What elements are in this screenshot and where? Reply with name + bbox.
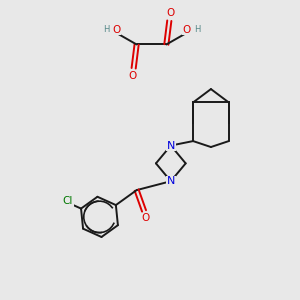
Text: O: O xyxy=(112,25,121,34)
Text: N: N xyxy=(167,176,175,186)
Text: O: O xyxy=(141,213,150,224)
Text: H: H xyxy=(103,25,110,34)
Text: H: H xyxy=(194,25,201,34)
Text: O: O xyxy=(128,71,136,81)
Text: O: O xyxy=(167,8,175,18)
Text: Cl: Cl xyxy=(63,196,73,206)
Text: O: O xyxy=(182,25,191,34)
Text: N: N xyxy=(167,140,175,151)
